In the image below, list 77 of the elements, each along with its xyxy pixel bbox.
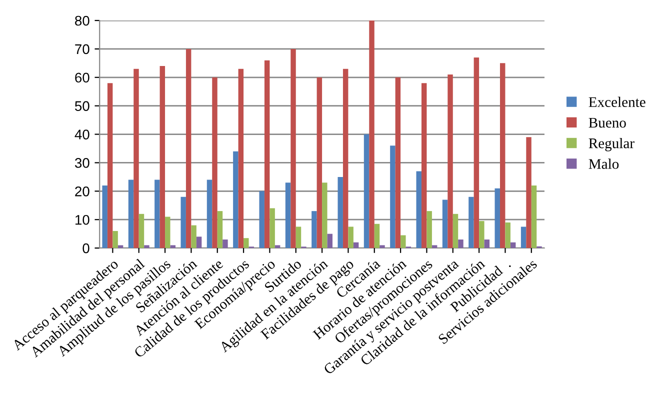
bar	[452, 214, 458, 248]
bar	[233, 151, 238, 248]
bar	[531, 185, 537, 248]
bar	[102, 185, 108, 248]
bar	[322, 182, 328, 248]
bar	[290, 48, 296, 248]
bar	[342, 68, 348, 248]
legend-label: Excelente	[588, 96, 646, 108]
bar	[217, 211, 223, 248]
bar	[442, 200, 448, 248]
bar	[468, 196, 474, 248]
bar	[432, 245, 438, 248]
bar	[138, 214, 144, 248]
bar	[416, 171, 422, 248]
y-tick-label: 40	[74, 130, 90, 140]
bar	[296, 226, 302, 248]
bar	[369, 20, 374, 248]
bar	[206, 180, 212, 248]
bar	[374, 224, 380, 248]
bar	[505, 222, 510, 248]
bar	[259, 191, 264, 248]
bar	[196, 236, 202, 248]
bar	[274, 245, 280, 248]
legend-label: Malo	[588, 158, 619, 169]
bar	[484, 240, 490, 248]
bar	[316, 77, 322, 248]
bar	[390, 146, 396, 248]
bar	[244, 238, 249, 248]
bar	[364, 134, 370, 248]
y-tick-label: 50	[74, 101, 90, 111]
bar	[107, 83, 113, 248]
bar	[448, 74, 453, 248]
bar	[154, 180, 160, 248]
bar	[426, 211, 432, 248]
bar	[186, 48, 192, 248]
bar	[395, 77, 401, 248]
bar	[479, 221, 484, 248]
bar	[494, 188, 500, 248]
bar	[285, 182, 291, 248]
bar	[458, 240, 464, 248]
bar	[312, 211, 317, 248]
bar	[380, 245, 385, 248]
y-tick-label: 10	[75, 214, 90, 225]
bar	[500, 63, 506, 248]
bar	[212, 77, 218, 248]
y-tick-label: 60	[75, 72, 90, 83]
y-tick-label: 30	[74, 158, 90, 168]
bar	[353, 242, 359, 248]
bar	[134, 68, 139, 248]
legend-label: Regular	[588, 138, 634, 152]
bar	[118, 245, 124, 248]
bar	[520, 226, 526, 248]
bar	[421, 83, 427, 248]
bar	[510, 242, 516, 248]
bar	[128, 180, 134, 248]
bar	[165, 216, 170, 248]
bar	[348, 226, 354, 248]
y-tick-label: 80	[75, 16, 90, 26]
bar	[170, 245, 176, 248]
legend-label: Bueno	[588, 118, 626, 128]
y-tick-label: 0	[82, 243, 90, 254]
bar	[270, 208, 275, 248]
bar	[180, 196, 186, 248]
bar	[160, 66, 166, 248]
bar	[191, 225, 196, 248]
bar	[112, 230, 118, 248]
bar	[238, 68, 244, 248]
y-tick-label: 70	[75, 44, 90, 54]
bar	[144, 245, 150, 248]
y-tick-label: 20	[75, 186, 90, 196]
bar	[222, 240, 228, 248]
bar	[526, 137, 532, 248]
bar	[327, 234, 333, 248]
bar	[400, 235, 406, 248]
bar	[338, 176, 343, 248]
bar	[264, 60, 270, 248]
bar	[474, 57, 480, 248]
